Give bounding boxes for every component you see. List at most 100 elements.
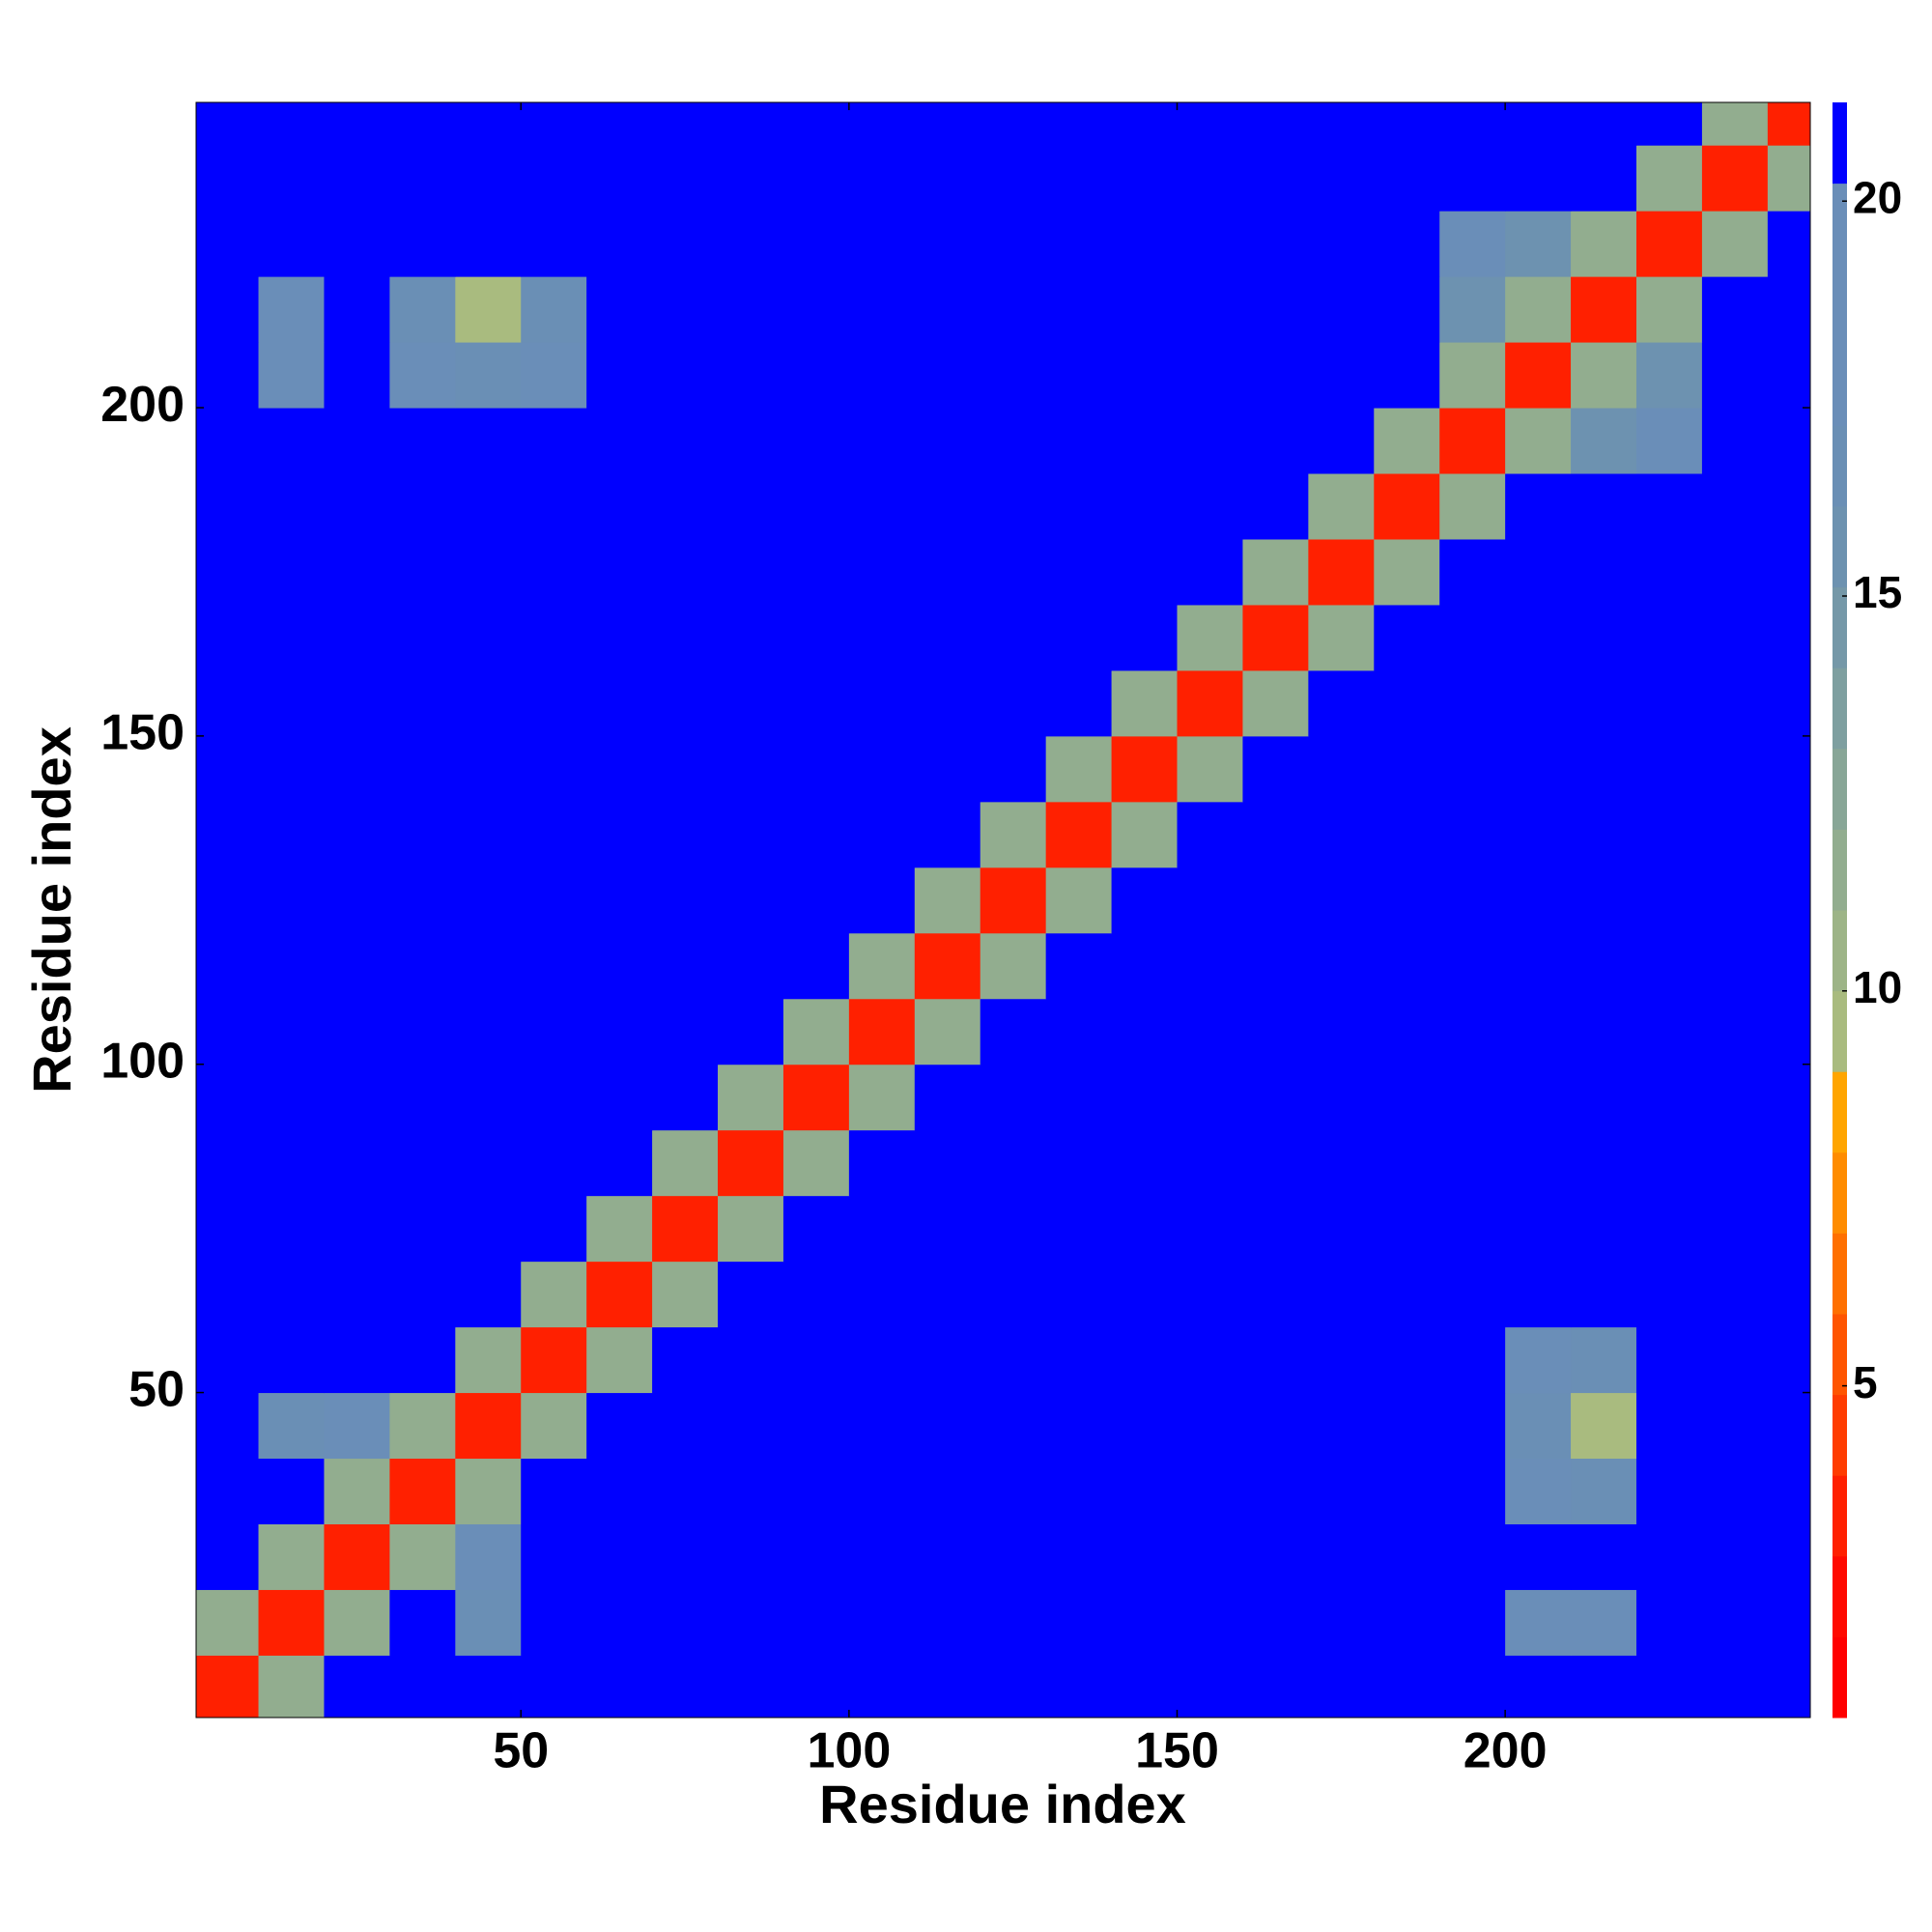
heat-cell [1111,1064,1179,1131]
heat-cell [914,211,981,277]
heat-cell [718,1392,784,1460]
heat-cell [848,211,916,277]
heat-cell [258,1195,325,1263]
heat-cell [258,1458,325,1524]
heat-cell [1635,473,1703,540]
heat-cell [1374,1326,1440,1394]
heat-cell [258,145,325,212]
heat-cell [258,604,325,671]
heat-cell [718,801,784,868]
heat-cell [1571,801,1637,868]
heat-cell [782,1523,850,1590]
heat-cell [389,1589,456,1656]
heat-cell [718,932,784,1000]
heat-cell [1374,604,1440,671]
heat-cell [389,1261,456,1328]
heat-cell [1635,669,1703,737]
colorbar-band [1833,748,1847,830]
heat-cell [1505,867,1572,934]
heat-cell [1177,604,1243,671]
colorbar-band [1833,1233,1847,1315]
heat-cell [1374,1064,1440,1131]
heat-cell [1571,1392,1637,1460]
heat-cell [1571,932,1637,1000]
heat-cell [1177,538,1243,606]
heat-cell [1374,408,1440,474]
heat-cell [1571,102,1637,146]
heat-cell [1439,1195,1506,1263]
heat-cell [586,1589,653,1656]
colorbar-tick-label: 15 [1853,567,1902,617]
heat-cell [324,801,390,868]
heat-cell [652,473,719,540]
heat-cell [782,1458,850,1524]
heat-cell [258,1392,325,1460]
heat-cell [980,538,1047,606]
heat-cell [1571,1261,1637,1328]
colorbar-band [1833,344,1847,426]
heat-cell [1177,801,1243,868]
heat-cell [1111,735,1179,803]
heat-cell [652,211,719,277]
heat-cell [980,1064,1047,1131]
heatmap [196,102,1810,1718]
heat-cell [1374,538,1440,606]
heat-cell [1308,1655,1375,1718]
heat-cell [324,867,390,934]
heat-cell [1308,669,1375,737]
heat-cell [1767,1064,1810,1131]
heat-cell [258,735,325,803]
heat-cell [455,342,522,409]
heat-cell [455,145,522,212]
heat-cell [389,342,456,409]
heat-cell [586,867,653,934]
heat-cell [1439,145,1506,212]
heat-cell [1045,145,1113,212]
heat-cell [521,211,587,277]
heat-cell [1767,604,1810,671]
heat-cell [324,145,390,212]
heat-cell [455,1261,522,1328]
heat-cell [1439,342,1506,409]
heat-cell [848,102,916,146]
heat-cell [586,408,653,474]
heat-cell [1701,473,1769,540]
heat-cell [389,408,456,474]
heat-cell [455,1655,522,1718]
heat-cell [1635,1458,1703,1524]
heat-cell [1308,408,1375,474]
heat-cell [1505,1523,1572,1590]
heat-cell [652,669,719,737]
heat-cell [1767,538,1810,606]
heat-cell [1111,473,1179,540]
heat-cell [652,342,719,409]
heat-cell [1308,801,1375,868]
heat-cell [1439,1523,1506,1590]
heat-cell [1701,408,1769,474]
heat-cell [1571,1458,1637,1524]
heat-cell [1045,1589,1113,1656]
heat-cell [1374,276,1440,343]
heat-cell [455,735,522,803]
heat-cell [1505,801,1572,868]
heat-cell [389,1655,456,1718]
heat-cell [1374,669,1440,737]
heat-cell [980,1655,1047,1718]
heat-cell [1177,211,1243,277]
heat-cell [718,1064,784,1131]
heat-cell [1701,1129,1769,1197]
heat-cell [980,1392,1047,1460]
heat-cell [652,1261,719,1328]
colorbar-band [1833,1071,1847,1153]
heat-cell [1242,1326,1309,1394]
heat-cell [1045,1655,1113,1718]
heat-cell [1045,102,1113,146]
heat-cell [980,669,1047,737]
heat-cell [324,1326,390,1394]
heat-cell [652,408,719,474]
heat-cell [1767,1589,1810,1656]
heat-cell [652,604,719,671]
heat-cell [324,1261,390,1328]
heat-cell [1177,1655,1243,1718]
